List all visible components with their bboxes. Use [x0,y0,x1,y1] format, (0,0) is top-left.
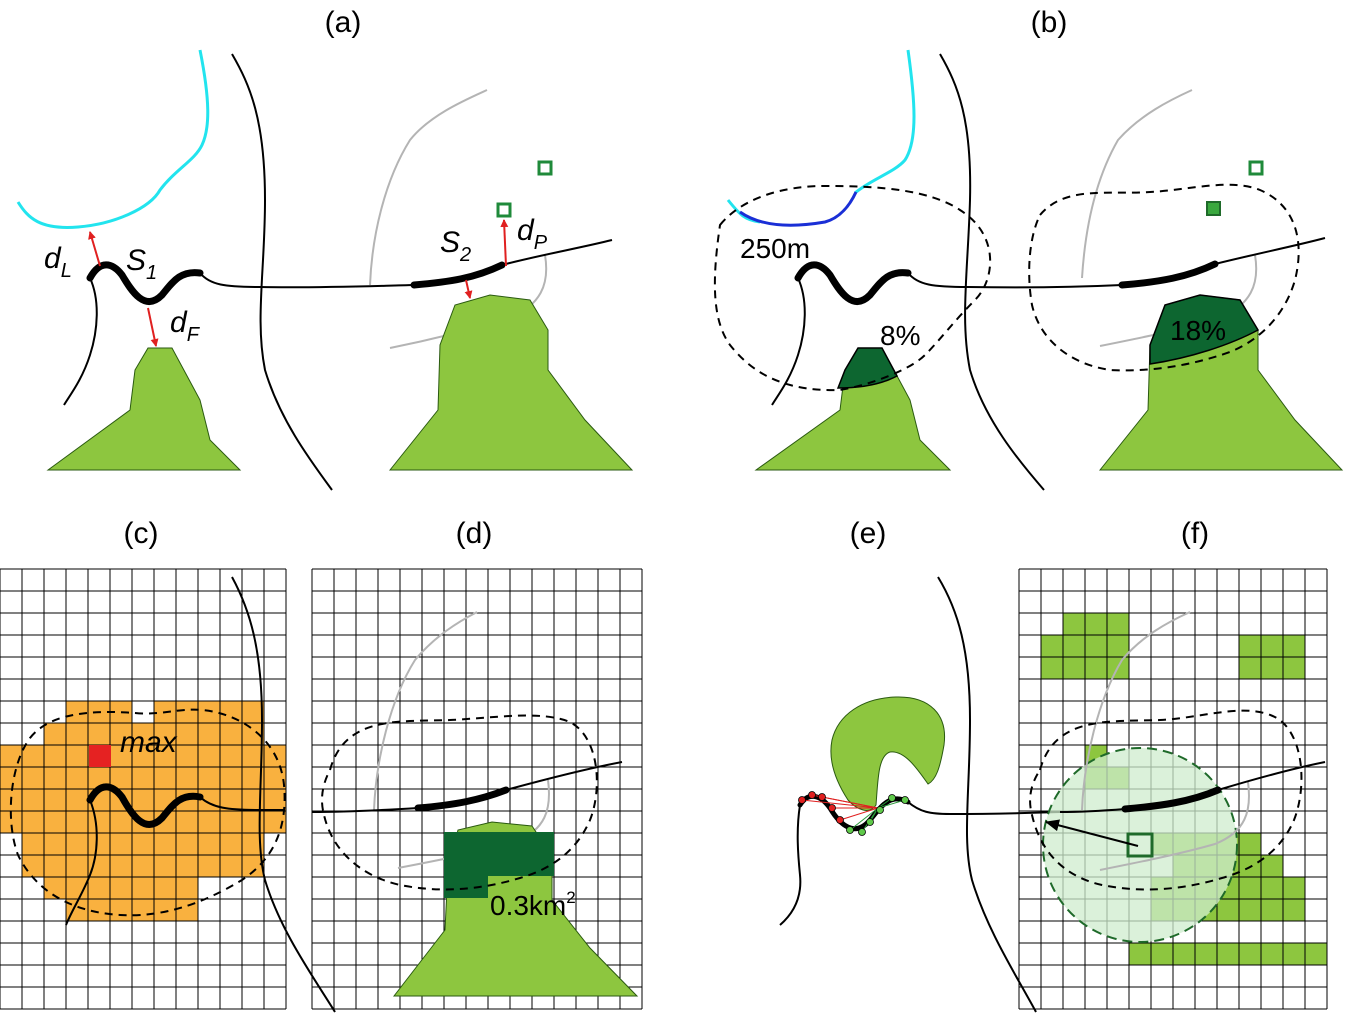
coverage-label-right: 18% [1170,315,1226,346]
arrow-df [147,307,159,347]
highway [937,576,1037,1013]
lake-shore [16,49,210,229]
buffer-zone-left [713,184,992,392]
poi-marker [1248,160,1264,176]
gray-road-lower [1099,781,1250,871]
buffer-distance-label: 250m [740,233,810,264]
segment-s2 [1118,260,1219,289]
arrow-dp [500,219,509,267]
panel-f [1029,611,1326,943]
sample-points-near [798,791,844,824]
gray-road-upper [373,611,478,811]
forest-polygon [830,696,946,811]
main-road [907,237,1326,289]
raster-cell [154,701,264,723]
raster-cell [44,877,198,899]
max-cell [89,745,111,767]
poi-center [1126,832,1154,858]
main-road [199,239,613,289]
highway [939,53,1045,491]
buffer-zone [321,714,598,891]
segment-s1 [794,261,912,305]
raster-cell [1129,943,1327,965]
poi-marker-in-buffer [1206,201,1221,216]
label-s2: S2 [440,226,471,266]
raster-grid-c [0,568,287,1010]
segment-s2 [410,261,506,289]
gray-road-upper [1081,611,1191,811]
panel-e [779,576,1061,1013]
highway [231,53,333,491]
lake-shore [726,49,916,224]
arrow-s2-forest [464,279,473,299]
label-dl: dL [44,242,72,282]
lake-shore-in-buffer [739,191,858,227]
coverage-label-left: 8% [880,320,920,351]
gray-road-upper [1081,89,1193,279]
label-dp: dP [517,214,548,254]
forest-left [46,347,242,471]
panel-a: dL S1 dF S2 dP [16,49,634,491]
main-road [311,761,623,813]
forest-in-buffer-right [1149,294,1260,365]
arrow-dl [88,231,101,267]
segment-s1 [86,261,204,305]
panel-label-a: (a) [325,6,362,39]
main-road [199,796,285,811]
label-s1: S1 [126,244,157,284]
area-label: 0.3km2 [490,888,576,921]
segment-s2 [1121,786,1222,813]
radius-arrow [1045,819,1139,847]
panel-label-e: (e) [850,517,887,550]
max-label: max [120,726,178,759]
main-road [907,801,1061,816]
buffer-zone [1029,709,1303,891]
panel-label-c: (c) [124,517,159,550]
road-s1-tail [65,799,98,926]
panel-label-d: (d) [456,517,493,550]
forest-cells-in-buffer [444,876,488,898]
buffer-zone-right [1028,183,1300,372]
road-s1-tail [63,277,98,406]
segment-s2 [414,786,510,812]
poi-marker [537,160,553,176]
panel-c: max [9,576,336,1013]
panel-d: 0.3km2 [311,611,639,997]
poi-marker [496,202,512,218]
highway [231,576,336,1013]
main-road [1059,761,1326,813]
sample-points-far [846,794,909,836]
panel-label-f: (f) [1181,517,1209,550]
panel-label-b: (b) [1031,6,1068,39]
road-s1-tail [771,277,806,406]
raster-cell [1063,613,1129,635]
segment-s1 [86,783,204,828]
forest-right [388,294,634,471]
road-tail [779,804,802,926]
panel-b: 250m 8% 18% [713,49,1344,491]
forest-cells-in-buffer [444,832,554,876]
label-df: dF [170,306,201,346]
gray-road-upper [369,89,488,286]
